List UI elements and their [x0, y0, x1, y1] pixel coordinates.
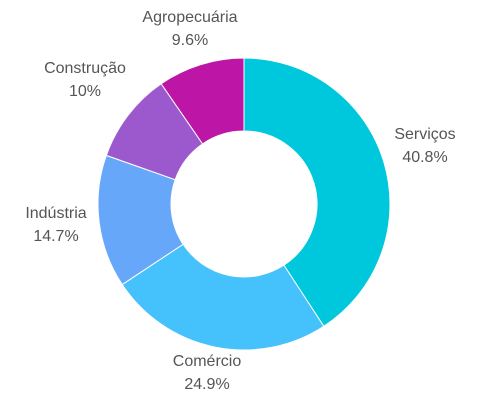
slice-value-2: 24.9% [184, 376, 229, 393]
slice-label-3: Indústria [25, 205, 86, 222]
slice-value-3: 14.7% [33, 228, 78, 245]
slice-2[interactable] [121, 243, 325, 351]
slice-label-4: Construção [44, 60, 126, 77]
donut-labels: Serviços 40.8% Comércio 24.9% Indústria 14.7%… [25, 9, 455, 393]
slice-value-5: 9.6% [172, 32, 208, 49]
slice-value-1: 40.8% [402, 149, 447, 166]
slice-value-4: 10% [69, 83, 101, 100]
slice-1[interactable] [243, 57, 391, 327]
slice-label-1: Serviços [394, 126, 455, 143]
slice-label-2: Comércio [173, 353, 242, 370]
slice-label-5: Agropecuária [142, 9, 237, 26]
donut-slices [97, 57, 391, 351]
slice-5[interactable] [160, 57, 245, 145]
